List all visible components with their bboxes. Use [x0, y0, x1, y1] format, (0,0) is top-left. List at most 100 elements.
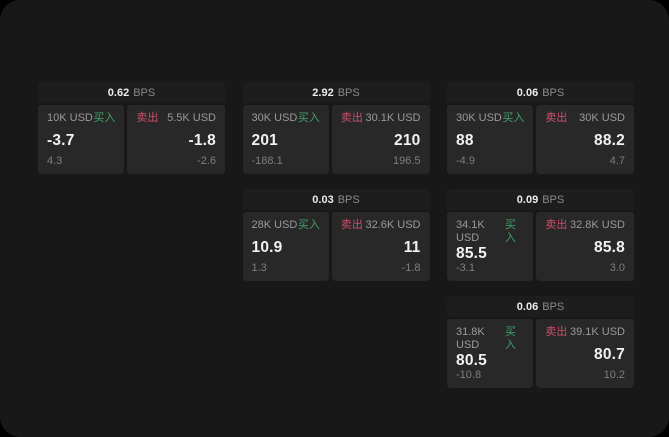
- sell-sub-value: -2.6: [197, 155, 216, 167]
- sell-side-label: 卖出: [545, 112, 568, 124]
- sell-quote-tile[interactable]: 卖出 30.1K USD 210 196.5: [331, 105, 430, 174]
- bps-unit-label: BPS: [133, 86, 156, 99]
- buy-price: 201: [251, 131, 278, 149]
- buy-notional: 34.1K USD: [456, 219, 485, 244]
- quote-card-3: 0.03 BPS 28K USD 买入 10.9 1.3 卖出 32.6K US…: [242, 189, 430, 281]
- sell-sub-value: -1.8: [401, 262, 421, 274]
- sell-notional: 5.5K USD: [167, 112, 216, 124]
- buy-notional: 31.8K USD: [456, 326, 485, 351]
- sell-side-label: 卖出: [136, 112, 159, 124]
- buy-price: 10.9: [251, 238, 283, 256]
- buy-quote-tile[interactable]: 10K USD 买入 -3.7 4.3: [38, 105, 125, 174]
- bps-value: 0.09: [516, 193, 539, 206]
- sell-tile-header: 卖出 32.6K USD: [341, 219, 421, 232]
- buy-quote-tile[interactable]: 28K USD 买入 10.9 1.3: [242, 212, 329, 281]
- buy-tile-header: 10K USD 买入: [47, 112, 115, 125]
- sell-price: 11: [403, 238, 421, 256]
- buy-notional: 30K USD: [456, 112, 502, 124]
- buy-price: -3.7: [47, 131, 75, 149]
- card-header: 0.03 BPS: [242, 189, 430, 210]
- buy-notional: 28K USD: [251, 219, 298, 231]
- quote-card-5: 0.06 BPS 31.8K USD 买入 80.5 -10.8 卖出 39.1…: [447, 296, 634, 388]
- bps-value: 0.06: [516, 86, 539, 99]
- buy-price: 85.5: [456, 245, 487, 262]
- sell-price: 88.2: [594, 131, 625, 149]
- bps-unit-label: BPS: [337, 86, 360, 99]
- card-body: 28K USD 买入 10.9 1.3 卖出 32.6K USD 11 -1.8: [242, 212, 430, 281]
- sell-quote-tile[interactable]: 卖出 32.6K USD 11 -1.8: [331, 212, 430, 281]
- sell-tile-header: 卖出 32.8K USD: [545, 219, 625, 232]
- bps-value: 0.06: [516, 300, 539, 313]
- sell-notional: 32.8K USD: [569, 219, 625, 231]
- sell-sub-value: 10.2: [603, 369, 625, 381]
- sell-tile-header: 卖出 5.5K USD: [136, 112, 216, 125]
- buy-quote-tile[interactable]: 31.8K USD 买入 80.5 -10.8: [447, 319, 534, 388]
- bps-unit-label: BPS: [542, 300, 565, 313]
- card-body: 30K USD 买入 201 -188.1 卖出 30.1K USD 210 1…: [242, 105, 430, 174]
- sell-side-label: 卖出: [340, 112, 363, 124]
- sell-price: 80.7: [594, 345, 625, 363]
- quote-card-4: 0.09 BPS 34.1K USD 买入 85.5 -3.1 卖出 32.8K…: [447, 189, 634, 281]
- buy-quote-tile[interactable]: 34.1K USD 买入 85.5 -3.1: [447, 212, 534, 281]
- buy-tile-header: 30K USD 买入: [456, 112, 524, 125]
- buy-side-label: 买入: [504, 326, 516, 351]
- bps-unit-label: BPS: [337, 193, 360, 206]
- buy-tile-header: 31.8K USD 买入: [456, 326, 524, 352]
- card-header: 0.06 BPS: [447, 82, 634, 103]
- card-body: 31.8K USD 买入 80.5 -10.8 卖出 39.1K USD 80.…: [447, 319, 634, 388]
- sell-sub-value: 3.0: [609, 262, 625, 274]
- card-header: 0.06 BPS: [447, 296, 634, 317]
- buy-tile-header: 28K USD 买入: [252, 219, 320, 232]
- card-body: 34.1K USD 买入 85.5 -3.1 卖出 32.8K USD 85.8…: [447, 212, 634, 281]
- bps-value: 0.62: [107, 86, 130, 99]
- buy-notional: 10K USD: [47, 112, 93, 124]
- quote-card-2: 0.06 BPS 30K USD 买入 88 -4.9 卖出 30K USD: [447, 82, 634, 174]
- buy-side-label: 买入: [297, 219, 320, 231]
- sell-price: -1.8: [188, 131, 216, 149]
- sell-price: 210: [394, 131, 421, 149]
- buy-price: 80.5: [456, 352, 487, 369]
- quote-card-1: 2.92 BPS 30K USD 买入 201 -188.1 卖出 30.1K …: [242, 82, 430, 174]
- sell-quote-tile[interactable]: 卖出 30K USD 88.2 4.7: [536, 105, 634, 174]
- buy-price: 88: [456, 131, 474, 149]
- buy-notional: 30K USD: [251, 112, 298, 124]
- bps-value: 0.03: [312, 193, 334, 206]
- card-header: 0.09 BPS: [447, 189, 634, 210]
- buy-sub-value: -188.1: [251, 155, 283, 167]
- sell-side-label: 卖出: [340, 219, 363, 231]
- buy-sub-value: 4.3: [47, 155, 63, 167]
- sell-side-label: 卖出: [545, 326, 568, 338]
- sell-sub-value: 4.7: [609, 155, 625, 167]
- sell-tile-header: 卖出 39.1K USD: [545, 326, 625, 339]
- buy-quote-tile[interactable]: 30K USD 买入 88 -4.9: [447, 105, 534, 174]
- buy-sub-value: 1.3: [251, 262, 267, 274]
- buy-side-label: 买入: [502, 112, 525, 124]
- buy-sub-value: -3.1: [456, 262, 475, 274]
- sell-notional: 30.1K USD: [365, 112, 421, 124]
- buy-tile-header: 34.1K USD 买入: [456, 219, 524, 245]
- sell-notional: 39.1K USD: [569, 326, 625, 338]
- sell-tile-header: 卖出 30K USD: [545, 112, 625, 125]
- bps-value: 2.92: [312, 86, 334, 99]
- buy-tile-header: 30K USD 买入: [252, 112, 320, 125]
- sell-sub-value: 196.5: [392, 155, 421, 167]
- quote-card-0: 0.62 BPS 10K USD 买入 -3.7 4.3 卖出 5.5K USD: [38, 82, 225, 174]
- sell-price: 85.8: [594, 238, 625, 256]
- card-header: 2.92 BPS: [242, 82, 430, 103]
- buy-quote-tile[interactable]: 30K USD 买入 201 -188.1: [242, 105, 329, 174]
- sell-quote-tile[interactable]: 卖出 32.8K USD 85.8 3.0: [536, 212, 634, 281]
- buy-sub-value: -4.9: [456, 155, 475, 167]
- sell-quote-tile[interactable]: 卖出 39.1K USD 80.7 10.2: [536, 319, 634, 388]
- buy-side-label: 买入: [504, 219, 516, 244]
- card-body: 10K USD 买入 -3.7 4.3 卖出 5.5K USD -1.8 -2.…: [38, 105, 225, 174]
- bps-unit-label: BPS: [542, 193, 565, 206]
- card-header: 0.62 BPS: [38, 82, 225, 103]
- sell-notional: 30K USD: [579, 112, 625, 124]
- sell-tile-header: 卖出 30.1K USD: [341, 112, 421, 125]
- buy-sub-value: -10.8: [456, 369, 482, 381]
- quote-card-grid: 0.62 BPS 10K USD 买入 -3.7 4.3 卖出 5.5K USD: [38, 82, 634, 388]
- sell-quote-tile[interactable]: 卖出 5.5K USD -1.8 -2.6: [127, 105, 225, 174]
- buy-side-label: 买入: [297, 112, 320, 124]
- buy-side-label: 买入: [93, 112, 116, 124]
